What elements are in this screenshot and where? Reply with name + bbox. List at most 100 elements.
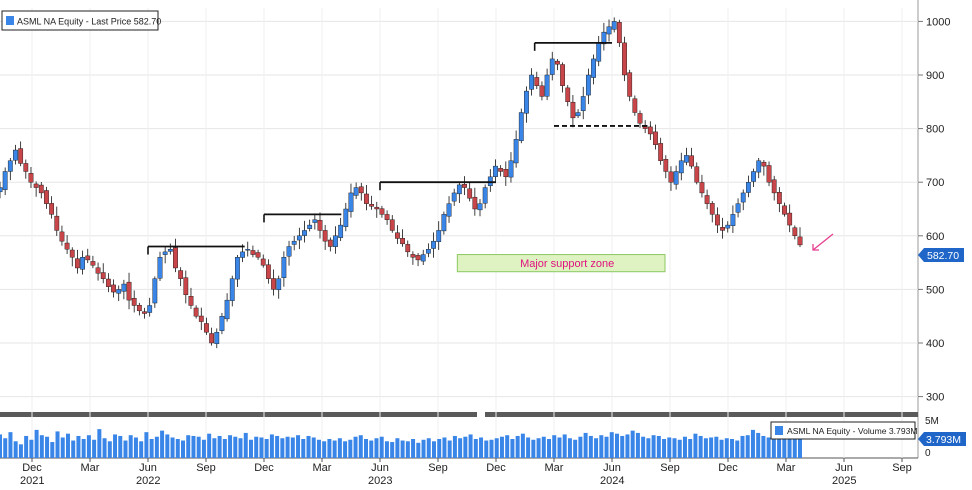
candle-body xyxy=(704,195,710,204)
volume-bar xyxy=(390,442,395,458)
volume-bar xyxy=(750,429,755,458)
candle-body xyxy=(18,148,24,164)
volume-legend: ASML NA Equity - Volume 3.793M xyxy=(770,421,918,440)
candle-body xyxy=(601,31,607,45)
candle-body xyxy=(549,58,555,75)
volume-bar xyxy=(588,435,593,458)
candle-body xyxy=(611,21,617,30)
volume-bar xyxy=(248,439,253,458)
x-year-label: 2021 xyxy=(20,475,44,487)
candle-body xyxy=(451,192,457,202)
x-tick-label: Mar xyxy=(81,462,100,474)
volume-bar xyxy=(343,441,348,458)
volume-bar xyxy=(379,436,384,458)
volume-axis-top-label: 5M xyxy=(925,416,939,427)
volume-bar xyxy=(353,436,358,458)
candle-body xyxy=(276,278,282,291)
volume-bar xyxy=(557,437,562,458)
candle-body xyxy=(322,230,328,242)
volume-bar xyxy=(567,438,572,458)
candle-body xyxy=(23,163,29,172)
candle-body xyxy=(152,278,158,304)
volume-bar xyxy=(614,433,619,458)
candle-body xyxy=(178,270,184,279)
volume-bar xyxy=(452,435,457,458)
candle-body xyxy=(291,240,297,245)
volume-bar xyxy=(719,439,724,458)
volume-bar xyxy=(348,439,353,458)
candle-body xyxy=(105,278,111,287)
volume-bar xyxy=(322,441,327,458)
candles xyxy=(0,17,803,349)
candle-body xyxy=(684,155,689,163)
volume-bar xyxy=(552,435,557,458)
candle-body xyxy=(616,22,622,44)
volume-bar xyxy=(745,435,750,458)
volume-bar xyxy=(327,439,332,458)
arrow-icon xyxy=(812,233,834,251)
candle-body xyxy=(364,193,369,204)
panel-divider-handle[interactable] xyxy=(477,412,485,417)
volume-bar xyxy=(730,439,735,458)
volume-bar xyxy=(646,438,651,458)
candle-body xyxy=(214,332,220,344)
volume-bar xyxy=(81,439,86,458)
candle-body xyxy=(307,224,313,229)
volume-bar xyxy=(771,439,776,458)
candle-body xyxy=(782,205,787,215)
candle-body xyxy=(2,171,8,190)
candle-body xyxy=(49,203,55,215)
volume-bar xyxy=(515,435,520,458)
volume-bar xyxy=(411,439,416,458)
volume-bar xyxy=(431,441,436,458)
candle-body xyxy=(281,257,287,279)
candle-body xyxy=(348,192,354,212)
volume-bar xyxy=(599,435,604,458)
volume-tag: 3.793M xyxy=(918,432,966,446)
candle-body xyxy=(725,224,731,229)
candle-body xyxy=(302,230,307,236)
volume-bar xyxy=(76,435,81,458)
volume-bar xyxy=(479,437,484,458)
candle-body xyxy=(193,307,199,317)
candle-body xyxy=(296,235,302,241)
volume-bar xyxy=(181,440,186,458)
candle-body xyxy=(240,251,245,258)
volume-bar xyxy=(296,435,301,458)
candle-body xyxy=(425,248,431,254)
volume-bar xyxy=(222,439,227,458)
volume-bar xyxy=(107,441,112,458)
volume-bar xyxy=(374,438,379,458)
volume-bar xyxy=(332,440,337,458)
volume-bar xyxy=(505,435,510,458)
candle-body xyxy=(673,171,679,185)
candle-body xyxy=(400,237,405,245)
volume-bar xyxy=(641,436,646,458)
candle-body xyxy=(369,204,375,207)
candle-body xyxy=(446,203,452,217)
candle-body xyxy=(38,184,44,194)
volume-bar xyxy=(149,439,154,458)
volume-bar xyxy=(473,439,478,458)
candle-body xyxy=(498,168,504,172)
volume-bar xyxy=(740,435,745,458)
x-tick-label: Mar xyxy=(313,462,332,474)
candle-body xyxy=(663,159,669,172)
candle-body xyxy=(28,173,34,183)
volume-bar xyxy=(682,436,687,458)
candle-body xyxy=(678,160,684,174)
candle-body xyxy=(580,96,586,111)
candle-body xyxy=(689,155,695,167)
volume-bar xyxy=(520,433,525,458)
candle-body xyxy=(405,244,411,253)
candle-body xyxy=(395,232,400,239)
x-tick-label: Sep xyxy=(196,462,216,474)
candle-body xyxy=(384,214,390,220)
candle-body xyxy=(389,219,395,231)
candle-body xyxy=(312,219,318,223)
candle-body xyxy=(477,203,483,211)
candle-body xyxy=(575,112,581,117)
volume-bar xyxy=(60,437,65,458)
candle-body xyxy=(462,184,467,188)
